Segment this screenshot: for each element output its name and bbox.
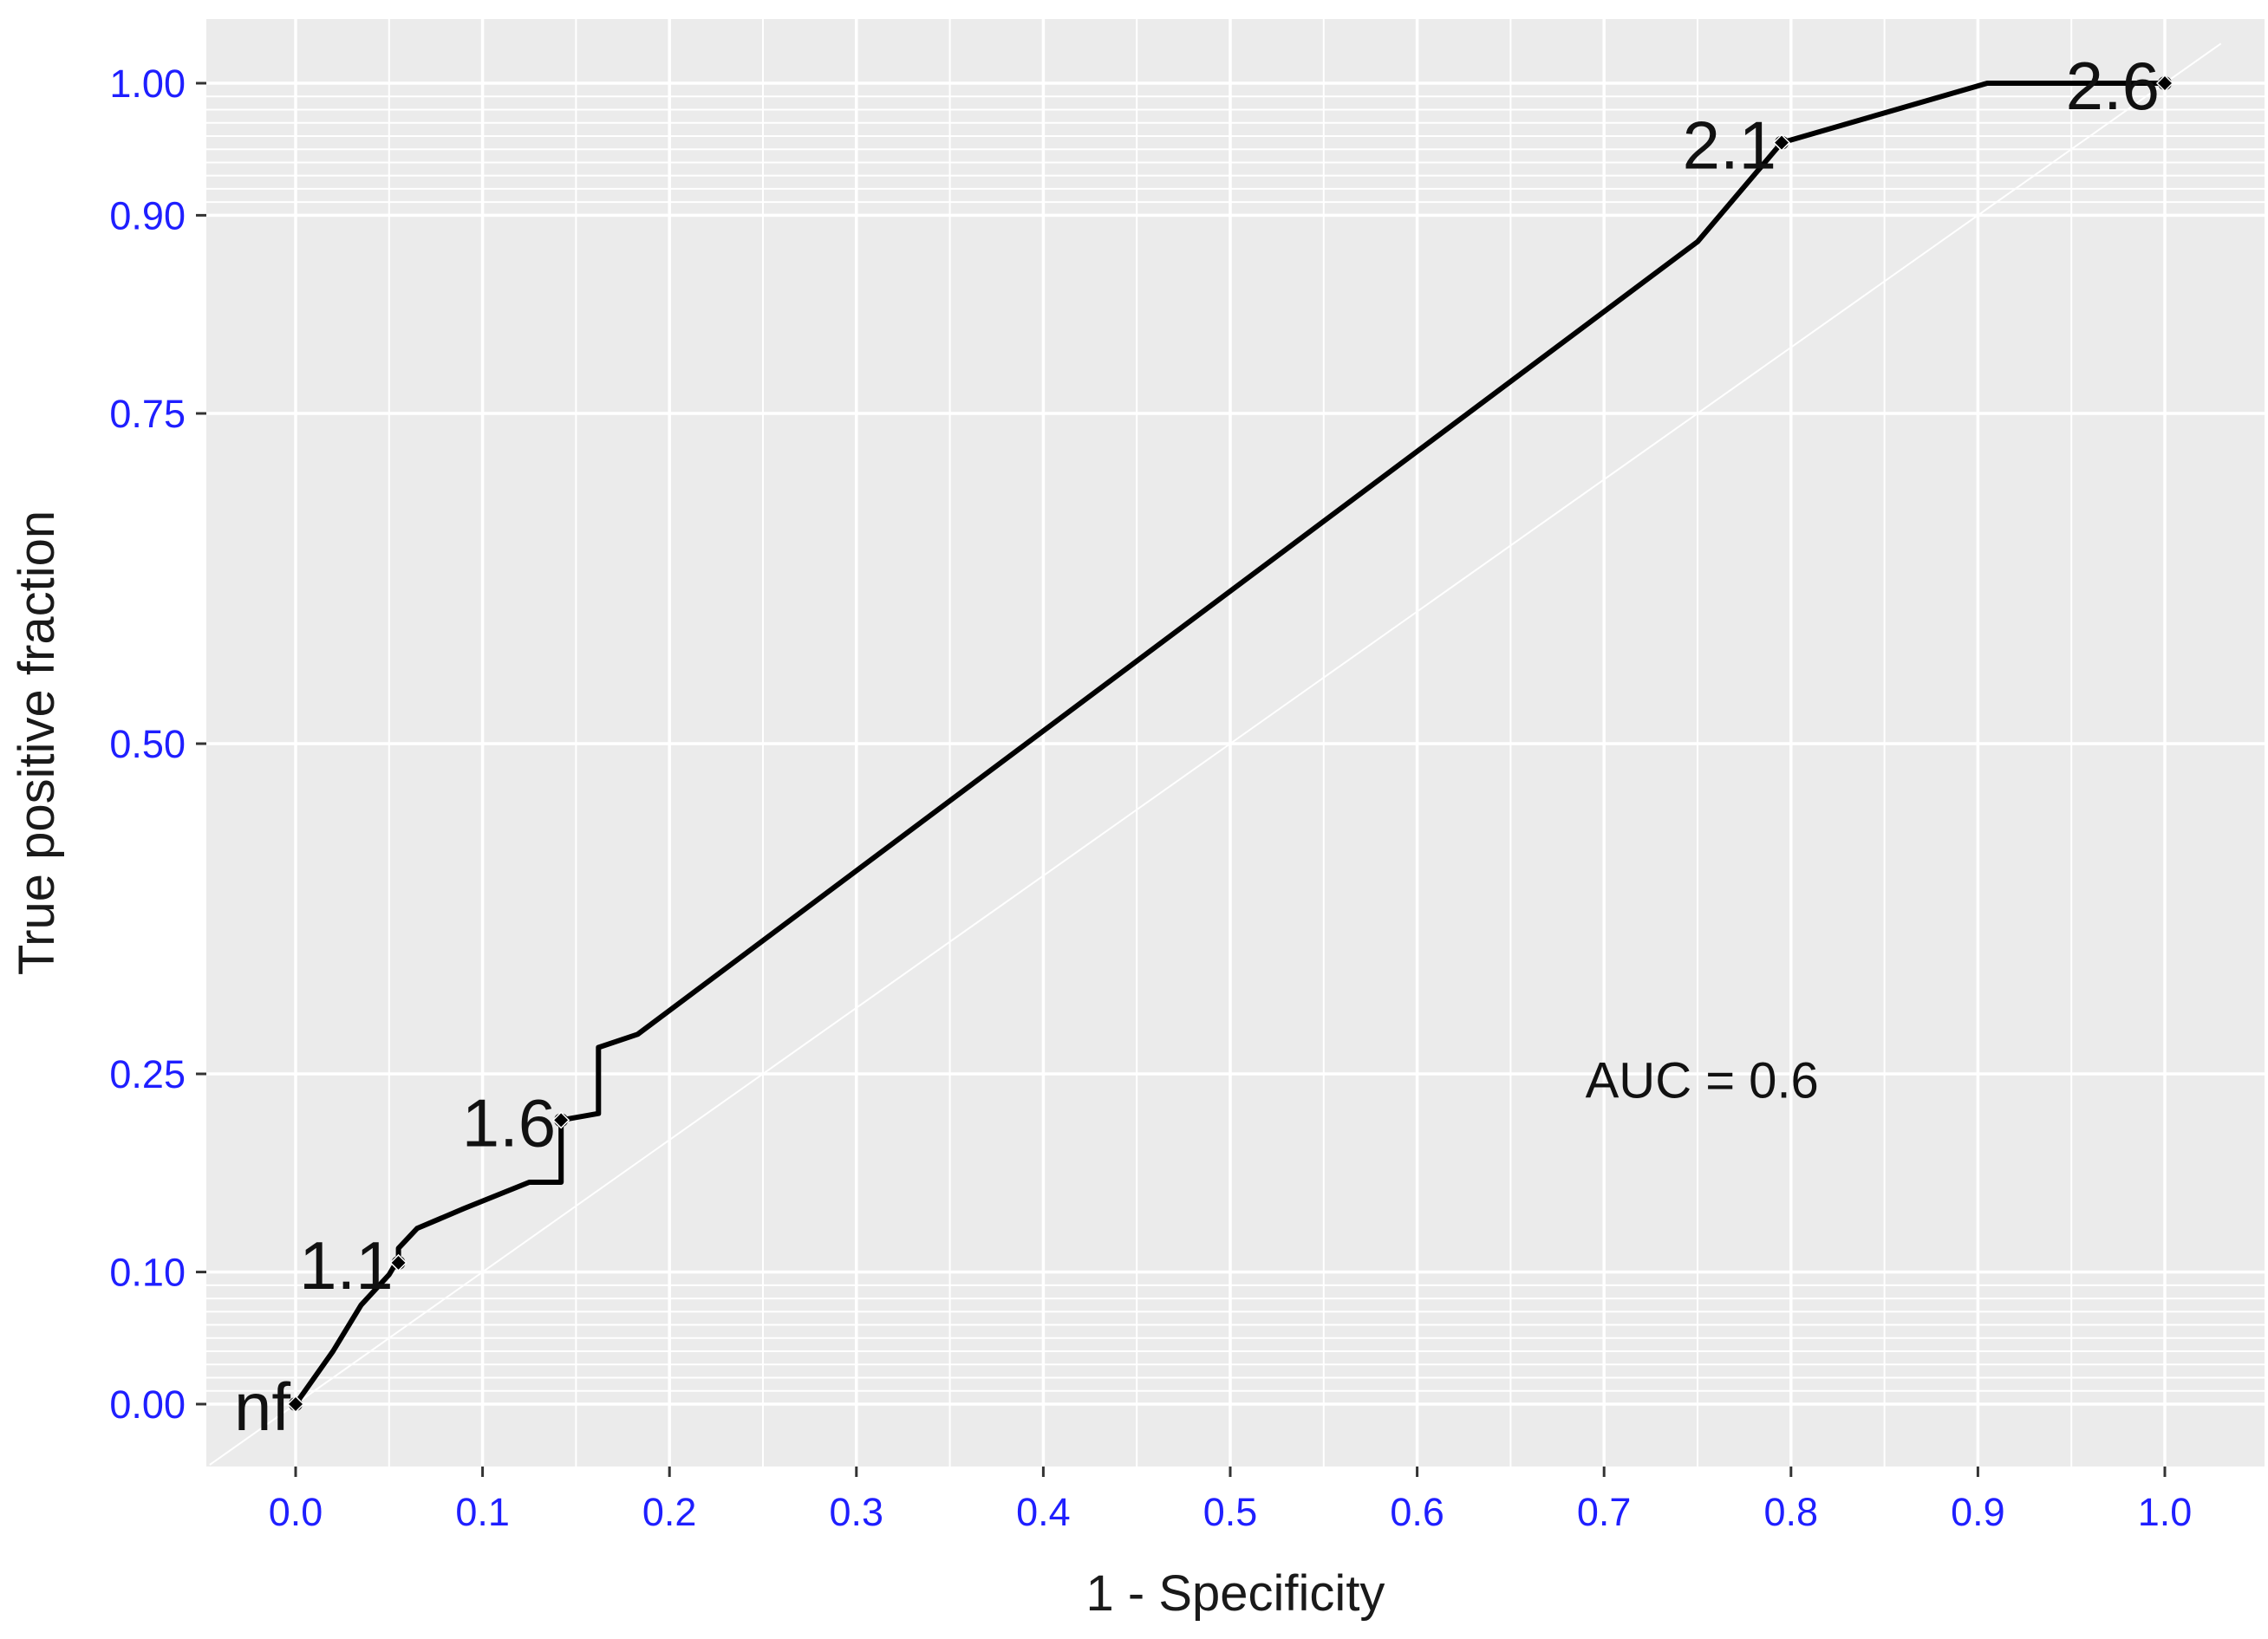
y-axis-title: True positive fraction <box>9 511 65 975</box>
y-tick-label: 0.75 <box>109 392 186 436</box>
x-tick-label: 0.3 <box>830 1490 884 1534</box>
y-tick-label: 0.10 <box>109 1251 186 1295</box>
threshold-point <box>289 1397 303 1411</box>
threshold-point-marker <box>552 1111 570 1129</box>
threshold-point-label: 1.6 <box>462 1084 556 1161</box>
threshold-point-label: 2.6 <box>2066 48 2160 124</box>
threshold-point-marker <box>1772 133 1791 152</box>
threshold-points: nf1.1 1.6 2.1 2.6 <box>234 48 2174 1445</box>
x-tick-label: 0.7 <box>1577 1490 1632 1534</box>
threshold-point <box>1775 135 1789 150</box>
x-tick-label: 0.6 <box>1390 1490 1444 1534</box>
x-tick-label: 0.8 <box>1764 1490 1819 1534</box>
threshold-point <box>554 1113 569 1128</box>
roc-curve-line <box>293 81 2165 1406</box>
threshold-point <box>391 1255 406 1270</box>
threshold-point-marker <box>2155 74 2174 93</box>
axis-ticks <box>196 81 2167 1477</box>
threshold-point-label: 1.1 <box>299 1227 393 1304</box>
annotations: AUC = 0.6 <box>1586 1053 1819 1109</box>
x-tick-label: 0.4 <box>1016 1490 1071 1534</box>
threshold-point <box>2158 76 2172 90</box>
y-tick-label: 0.90 <box>109 193 186 237</box>
x-tick-label: 0.1 <box>455 1490 510 1534</box>
threshold-point-marker <box>389 1253 407 1272</box>
reference-diagonal <box>209 42 2222 1466</box>
auc-annotation: AUC = 0.6 <box>1586 1053 1819 1109</box>
x-tick-label: 1.0 <box>2138 1490 2193 1534</box>
roc-curve <box>293 81 2165 1406</box>
y-tick-label: 0.25 <box>109 1052 186 1096</box>
major-grid <box>206 19 2265 1467</box>
x-tick-label: 0.5 <box>1203 1490 1258 1534</box>
x-tick-label: 0.9 <box>1951 1490 2005 1534</box>
y-tick-label: 1.00 <box>109 62 186 106</box>
x-axis-tick-labels: 0.0 0.1 0.2 0.3 0.4 0.5 0.6 0.7 0.8 0.9 1.0 <box>269 1490 2193 1534</box>
threshold-point-label: nf <box>234 1369 290 1445</box>
threshold-point-marker <box>286 1395 305 1414</box>
x-tick-label: 0.2 <box>642 1490 697 1534</box>
x-axis-title: 1 - Specificity <box>1086 1565 1385 1622</box>
reference-line <box>209 42 2222 1466</box>
y-tick-label: 0.00 <box>109 1382 186 1427</box>
y-axis-tick-labels: 0.00 0.10 0.25 0.50 0.75 0.90 1.00 <box>109 62 186 1427</box>
y-tick-label: 0.50 <box>109 722 186 766</box>
x-tick-label: 0.0 <box>269 1490 323 1534</box>
threshold-point-label: 2.1 <box>1683 107 1776 184</box>
